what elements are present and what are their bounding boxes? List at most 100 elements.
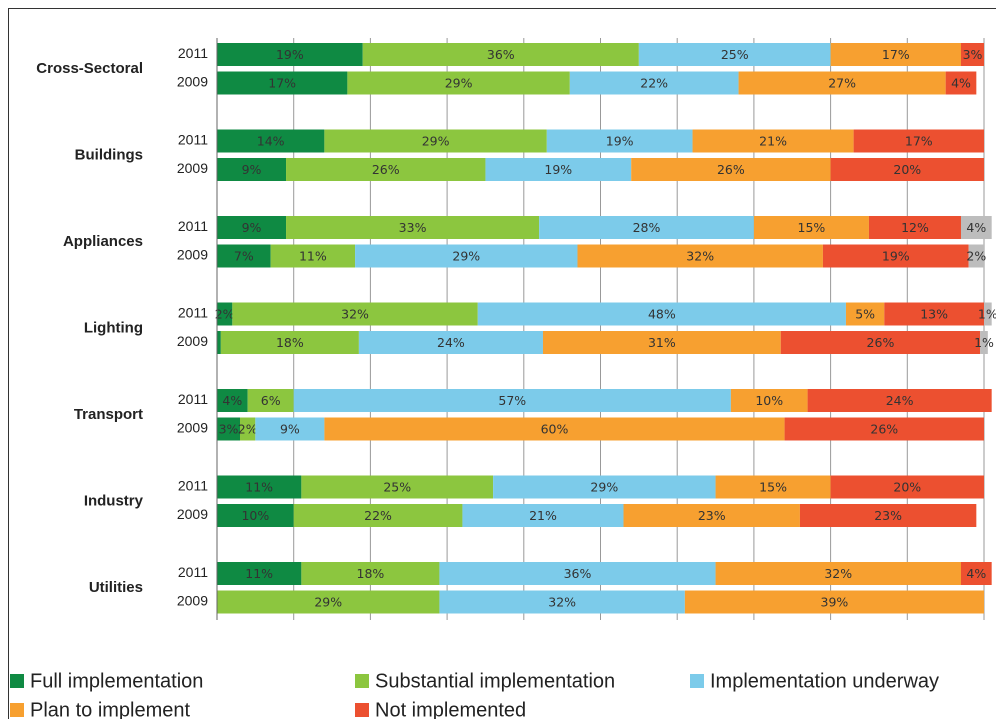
data-label: 26% <box>372 162 400 177</box>
data-label: 29% <box>445 76 473 91</box>
frame <box>8 8 996 719</box>
bar-segment <box>799 504 977 527</box>
data-label: 39% <box>821 595 849 610</box>
data-label: 48% <box>648 307 676 322</box>
bar-segment <box>884 302 984 326</box>
group-label: Appliances <box>63 233 143 250</box>
bar-segment <box>980 331 988 354</box>
data-label: 24% <box>437 335 465 350</box>
bar-segment <box>232 302 478 326</box>
data-label: 31% <box>648 335 676 350</box>
data-label: 17% <box>882 47 910 62</box>
bar-segment <box>830 158 984 181</box>
data-label: 22% <box>640 76 668 91</box>
bar-segment <box>477 302 846 326</box>
data-label: 21% <box>759 134 787 149</box>
data-label: 11% <box>245 480 273 495</box>
bar-segment <box>217 504 294 527</box>
legend-label: Not implemented <box>375 699 526 719</box>
bar-segment <box>784 417 984 441</box>
bar-segment <box>439 562 716 585</box>
data-label: 4% <box>966 220 986 235</box>
legend-swatch <box>690 674 704 688</box>
bar-segment <box>362 43 639 66</box>
bar-segment <box>960 562 992 585</box>
bar-segment <box>347 71 570 95</box>
data-label: 32% <box>341 307 369 322</box>
legend-swatch <box>10 674 24 688</box>
bar-segment <box>286 158 486 181</box>
bar-segment <box>542 331 781 354</box>
legend-label: Substantial implementation <box>375 670 615 692</box>
bar-segment <box>217 331 221 354</box>
bar-segment <box>984 302 992 326</box>
data-label: 11% <box>245 566 273 581</box>
bar-segment <box>638 43 831 66</box>
bar-segment <box>217 590 440 614</box>
bar-segment <box>301 562 440 585</box>
bar-segment <box>217 475 302 499</box>
data-label: 17% <box>905 134 933 149</box>
y-tick-label: 2009 <box>177 74 208 90</box>
y-tick-label: 2009 <box>177 506 208 522</box>
data-label: 4% <box>222 393 242 408</box>
bar-segment <box>301 475 494 499</box>
bar-segment <box>324 417 785 441</box>
bar-segment <box>439 590 685 614</box>
bar-segment <box>692 129 854 153</box>
bar-segment <box>355 244 578 268</box>
group-label: Lighting <box>84 319 143 336</box>
data-label: 7% <box>234 249 254 264</box>
bar-segment <box>853 129 984 153</box>
data-label: 4% <box>951 76 971 91</box>
data-label: 32% <box>686 249 714 264</box>
bar-segment <box>217 562 302 585</box>
bar-segment <box>293 389 731 412</box>
bar-segment <box>631 158 831 181</box>
data-label: 15% <box>759 480 787 495</box>
data-label: 19% <box>276 47 304 62</box>
bar-segment <box>217 302 233 326</box>
legend-swatch <box>10 703 24 717</box>
data-label: 21% <box>529 508 557 523</box>
y-tick-label: 2009 <box>177 160 208 176</box>
data-label: 9% <box>242 220 262 235</box>
y-tick-label: 2011 <box>178 391 208 407</box>
data-label: 29% <box>314 595 342 610</box>
data-label: 3% <box>219 422 239 437</box>
data-label: 18% <box>357 566 385 581</box>
data-label: 19% <box>544 162 572 177</box>
bar-segment <box>324 129 547 153</box>
bar-segment <box>358 331 543 354</box>
data-label: 5% <box>855 307 875 322</box>
bar-segment <box>730 389 808 412</box>
data-label: 20% <box>893 480 921 495</box>
bar-segment <box>845 302 885 326</box>
bar-segment <box>960 43 984 66</box>
data-label: 36% <box>487 47 515 62</box>
data-label: 26% <box>867 335 895 350</box>
bar-segment <box>220 331 359 354</box>
y-tick-label: 2009 <box>177 247 208 263</box>
bar-segment <box>293 504 463 527</box>
group-label: Cross-Sectoral <box>36 60 143 77</box>
data-label: 29% <box>590 480 618 495</box>
bar-segment <box>715 562 961 585</box>
data-label: 57% <box>498 393 526 408</box>
data-label: 22% <box>364 508 392 523</box>
data-label: 60% <box>541 422 569 437</box>
bar-segment <box>217 158 287 181</box>
bar-segment <box>960 216 992 239</box>
data-label: 9% <box>280 422 300 437</box>
data-label: 29% <box>452 249 480 264</box>
bar-segment <box>217 71 348 95</box>
legend-label: Implementation underway <box>710 670 939 692</box>
group-label: Utilities <box>89 579 143 596</box>
y-tick-label: 2011 <box>178 45 208 61</box>
bar-segment <box>968 244 984 268</box>
data-label: 4% <box>966 566 986 581</box>
legend-swatch <box>355 674 369 688</box>
bar-segment <box>217 389 248 412</box>
bar-segment <box>822 244 969 268</box>
data-label: 2% <box>238 422 258 437</box>
